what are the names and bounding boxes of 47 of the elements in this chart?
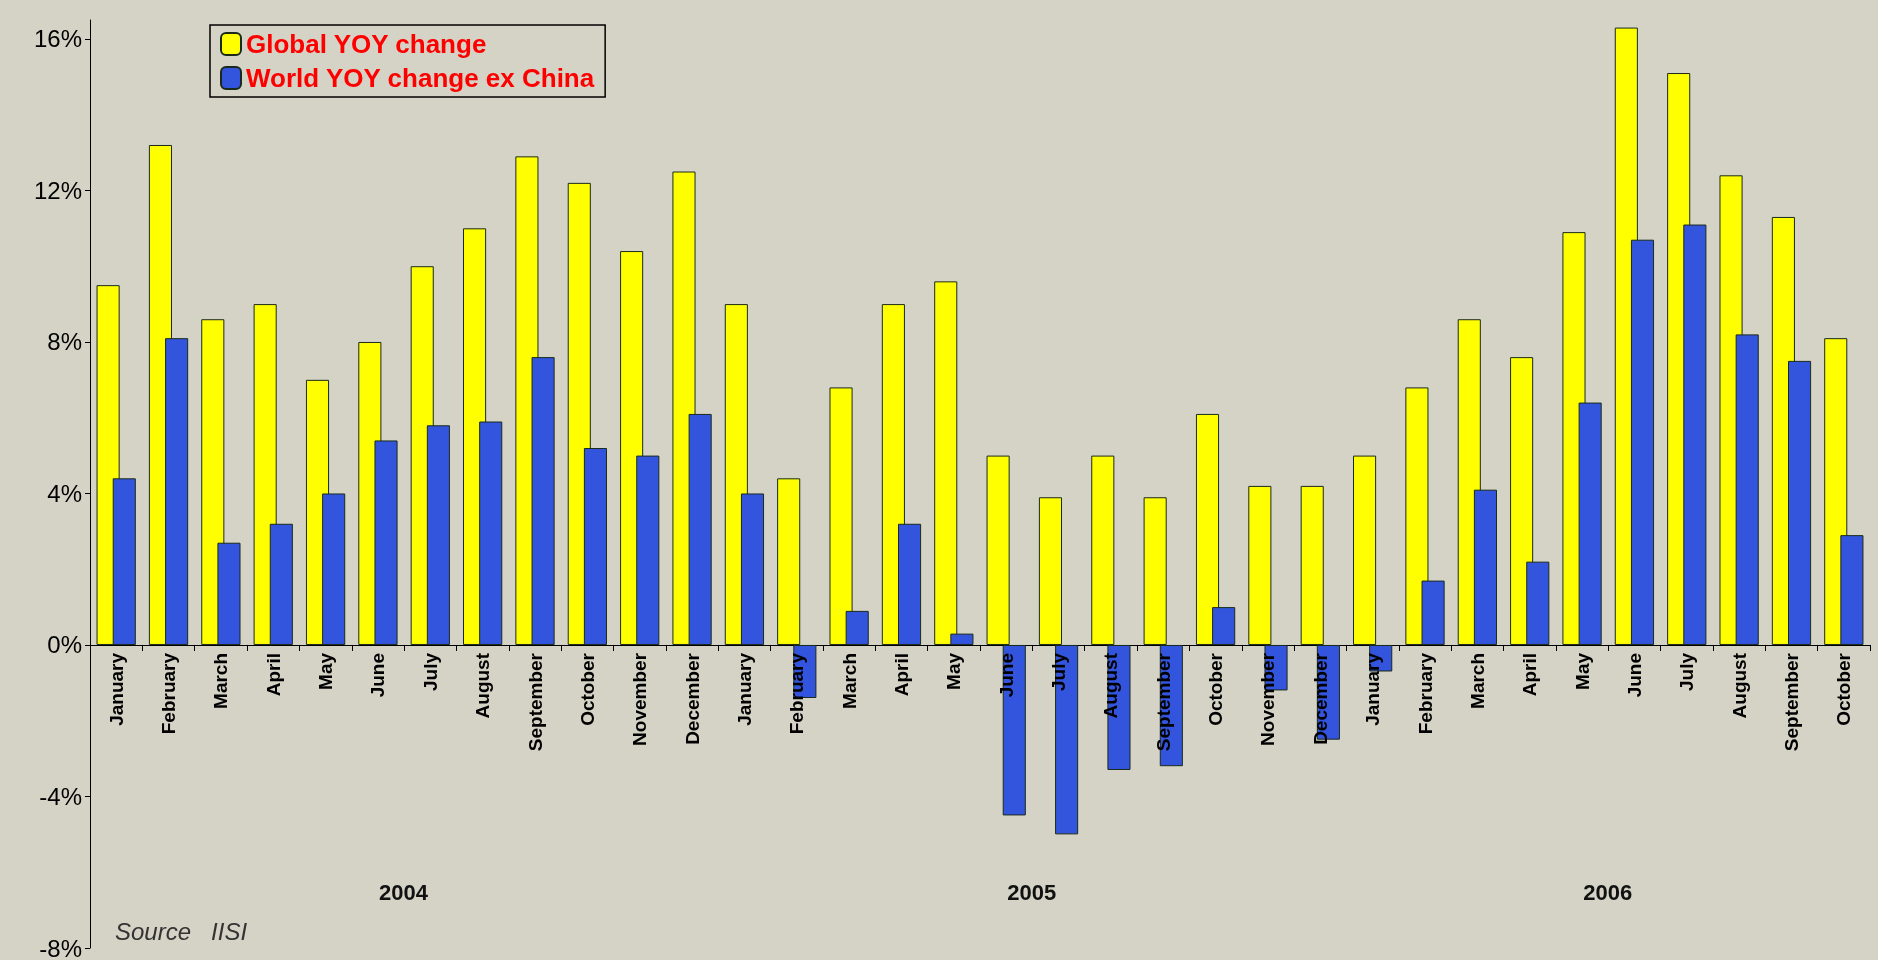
- x-tick-label: January: [733, 652, 755, 726]
- x-tick-label: July: [1048, 652, 1070, 692]
- x-tick-label: October: [1833, 652, 1855, 726]
- x-tick-label: September: [1152, 652, 1174, 752]
- x-tick-label: March: [838, 652, 860, 709]
- annotation: 2006: [1583, 880, 1633, 906]
- x-tick-label: May: [943, 652, 965, 690]
- y-tick-label: -8%: [39, 934, 82, 960]
- y-tick-label: 4%: [47, 479, 82, 507]
- x-tick-label: August: [1100, 652, 1122, 719]
- x-tick-label: July: [1676, 652, 1698, 692]
- annotation: 2005: [1007, 880, 1057, 906]
- y-tick-label: 16%: [33, 25, 82, 53]
- x-tick-label: December: [1309, 652, 1331, 745]
- x-tick-label: February: [158, 652, 180, 735]
- x-tick-label: August: [1728, 652, 1750, 719]
- x-tick-label: February: [786, 652, 808, 735]
- x-tick-label: April: [1519, 652, 1541, 697]
- annotation: Source IISI: [115, 918, 248, 946]
- x-tick-label: October: [576, 652, 598, 726]
- x-tick-label: December: [681, 652, 703, 745]
- legend-label: World YOY change ex China: [246, 63, 595, 93]
- x-tick-label: May: [315, 652, 337, 690]
- y-tick-label: 0%: [47, 631, 82, 659]
- legend-label: Global YOY change: [246, 29, 487, 59]
- x-tick-label: July: [419, 652, 441, 692]
- x-tick-label: January: [105, 652, 127, 726]
- x-tick-label: October: [1205, 652, 1227, 726]
- x-tick-label: January: [1362, 652, 1384, 726]
- x-tick-label: May: [1571, 652, 1593, 690]
- x-tick-label: June: [1623, 652, 1645, 698]
- y-tick-label: -4%: [39, 782, 82, 810]
- x-tick-label: August: [472, 652, 494, 719]
- x-tick-label: November: [1257, 652, 1279, 746]
- x-tick-label: March: [1466, 652, 1488, 709]
- x-tick-label: June: [995, 652, 1017, 698]
- annotation: 2004: [379, 880, 429, 906]
- x-tick-label: February: [1414, 652, 1436, 735]
- x-tick-label: November: [629, 652, 651, 746]
- y-tick-label: 12%: [33, 176, 82, 204]
- x-tick-label: April: [262, 652, 284, 697]
- y-tick-label: 8%: [47, 328, 82, 356]
- x-tick-label: June: [367, 652, 389, 698]
- x-tick-label: September: [1780, 652, 1802, 752]
- x-tick-label: March: [210, 652, 232, 709]
- x-tick-label: April: [890, 652, 912, 697]
- x-tick-label: September: [524, 652, 546, 752]
